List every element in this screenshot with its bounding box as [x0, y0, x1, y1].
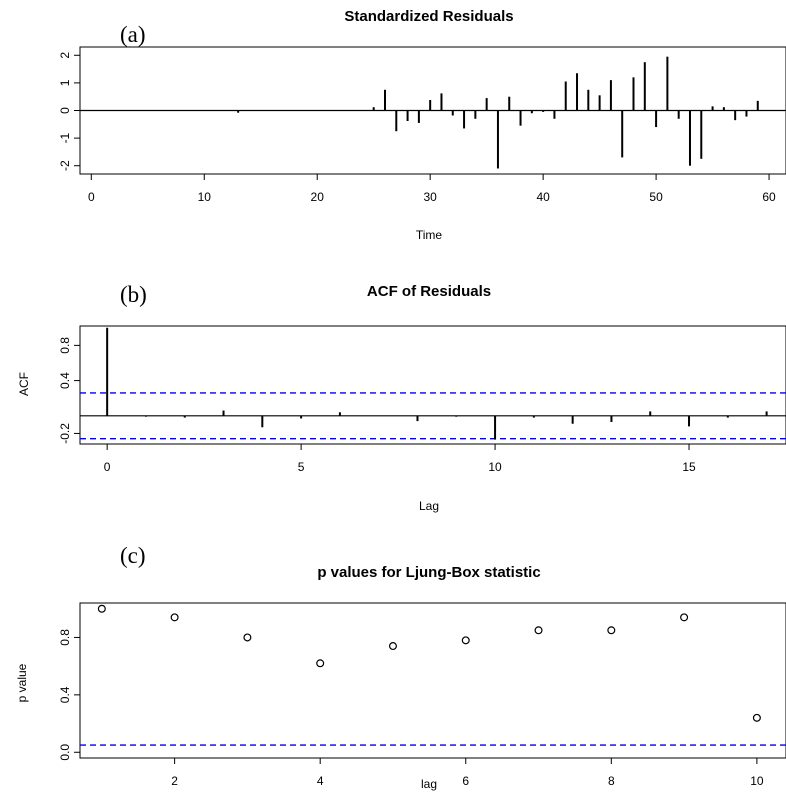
x-tick-label: 40 — [536, 190, 550, 204]
data-point — [170, 613, 179, 622]
confidence-band-lines — [80, 392, 786, 440]
y-axis-b: -0.2 0.4 0.8 — [58, 337, 80, 444]
x-tick-label: 10 — [198, 190, 212, 204]
x-tick-label: 60 — [762, 190, 776, 204]
data-point — [388, 642, 397, 651]
x-axis-label-b: Lag — [419, 499, 439, 513]
x-axis-b: 0 5 10 15 — [104, 444, 696, 474]
x-axis-a: 0 10 20 30 40 50 60 — [88, 174, 776, 204]
ljung-box-panel: (c) p values for Ljung-Box statistic 0.0… — [15, 543, 786, 791]
y-tick-label: 0.0 — [58, 744, 72, 761]
y-tick-label: -0.2 — [58, 423, 72, 444]
data-point — [607, 626, 616, 635]
x-tick-label: 20 — [311, 190, 325, 204]
data-point — [461, 636, 470, 645]
x-tick-label: 2 — [171, 774, 178, 788]
y-axis-label-c: p value — [15, 663, 29, 702]
data-point — [534, 626, 543, 635]
y-axis-c: 0.0 0.4 0.8 — [58, 629, 80, 761]
y-tick-label: 0.4 — [58, 372, 72, 389]
data-point — [316, 659, 325, 668]
y-tick-label: 0 — [58, 107, 72, 114]
x-tick-label: 6 — [462, 774, 469, 788]
y-tick-label: 2 — [58, 52, 72, 59]
plot-frame-b — [79, 325, 786, 445]
x-tick-label: 5 — [298, 460, 305, 474]
chart-title-c: p values for Ljung-Box statistic — [317, 564, 540, 581]
residual-spikes — [80, 56, 786, 169]
plot-frame-c — [79, 602, 786, 759]
x-axis-label-a: Time — [416, 228, 443, 242]
y-tick-label: 0.8 — [58, 629, 72, 646]
x-axis-c: 2 4 6 8 10 — [171, 758, 764, 788]
y-tick-label: 0.4 — [58, 686, 72, 703]
data-point — [680, 613, 689, 622]
x-tick-label: 8 — [608, 774, 615, 788]
y-axis-a: -2 -1 0 1 2 — [58, 52, 80, 171]
x-tick-label: 0 — [104, 460, 111, 474]
p-value-points — [97, 604, 761, 722]
panel-letter-a: (a) — [120, 22, 146, 47]
y-tick-label: 0.8 — [58, 337, 72, 354]
y-tick-label: -2 — [58, 160, 72, 171]
panel-letter-b: (b) — [120, 282, 147, 307]
x-tick-label: 4 — [317, 774, 324, 788]
x-tick-label: 50 — [649, 190, 663, 204]
x-axis-label-c: lag — [421, 777, 437, 791]
acf-spikes — [80, 327, 786, 440]
chart-title-b: ACF of Residuals — [367, 283, 491, 300]
x-tick-label: 15 — [682, 460, 696, 474]
standardized-residuals-panel: (a) Standardized Residuals -2 -1 0 1 2 0 10 20… — [58, 8, 786, 242]
data-point — [97, 604, 106, 613]
x-tick-label: 10 — [488, 460, 502, 474]
x-tick-label: 0 — [88, 190, 95, 204]
y-axis-label-b: ACF — [17, 372, 31, 396]
acf-panel: (b) ACF of Residuals -0.2 0.4 0.8 0 5 10 15 L… — [17, 282, 786, 513]
data-point — [243, 633, 252, 642]
x-tick-label: 10 — [750, 774, 764, 788]
data-point — [752, 713, 761, 722]
y-tick-label: -1 — [58, 132, 72, 143]
x-tick-label: 30 — [423, 190, 437, 204]
chart-title-a: Standardized Residuals — [344, 8, 513, 25]
y-tick-label: 1 — [58, 79, 72, 86]
panel-letter-c: (c) — [120, 543, 146, 568]
